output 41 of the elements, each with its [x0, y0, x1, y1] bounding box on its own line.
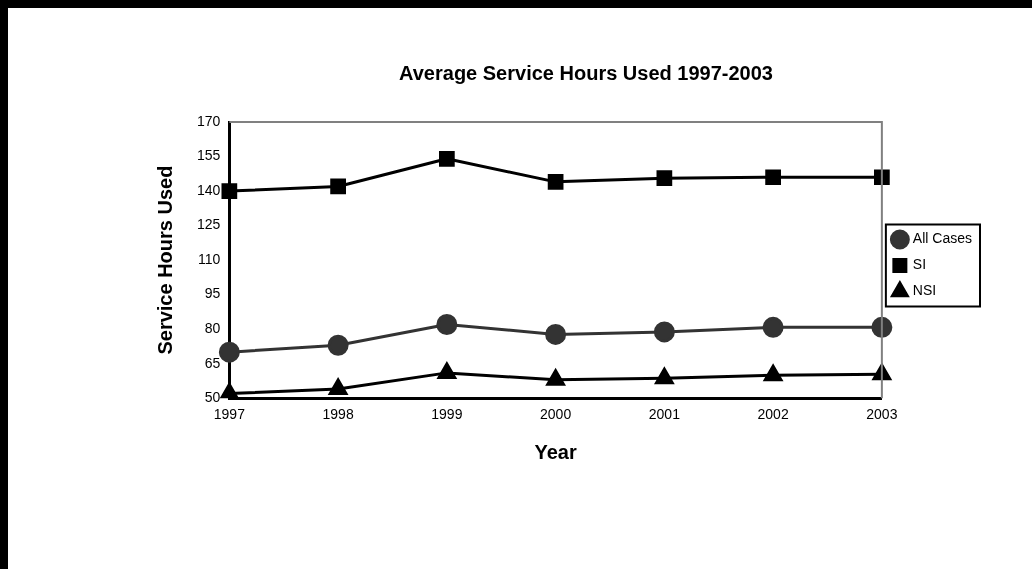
y-tick-label: 170 [197, 112, 221, 129]
point [436, 314, 458, 336]
point [655, 367, 674, 385]
y-tick-label: 125 [197, 216, 221, 233]
y-tick-label: 155 [197, 147, 221, 164]
x-tick-label: 2002 [757, 406, 789, 423]
point [547, 173, 564, 190]
point [218, 341, 240, 363]
point [765, 169, 781, 186]
point [220, 383, 239, 399]
point [653, 321, 675, 343]
y-tick-label: 50 [204, 389, 221, 406]
x-tick-label: 1999 [431, 406, 463, 423]
point [874, 169, 890, 186]
point [545, 323, 567, 345]
y-tick-label: 80 [204, 320, 221, 337]
y-tick-label: 110 [198, 250, 221, 267]
y-tick-label: 95 [204, 285, 221, 302]
point [328, 378, 348, 395]
x-tick-label: 2001 [648, 406, 681, 423]
point [437, 362, 457, 379]
point [656, 170, 673, 187]
point [762, 316, 784, 338]
point [439, 150, 455, 167]
point [221, 183, 238, 199]
x-tick-label: 1997 [213, 406, 246, 423]
point [546, 369, 565, 386]
point [763, 364, 783, 382]
x-tick-label: 2000 [540, 406, 572, 423]
point [327, 334, 349, 356]
x-axis-title: Year [534, 440, 577, 463]
y-tick-label: 65 [204, 354, 221, 371]
legend-label: NSI [912, 282, 937, 299]
x-tick-label: 1998 [322, 406, 354, 423]
y-axis-title: Service Hours Used [153, 165, 176, 355]
legend-label: SI [912, 256, 927, 273]
point [330, 178, 346, 195]
chart-title: Average Service Hours Used 1997-2003 [399, 61, 773, 84]
y-tick-label: 140 [197, 181, 221, 198]
x-tick-label: 2003 [866, 406, 898, 423]
legend-label: All Cases [912, 230, 973, 247]
